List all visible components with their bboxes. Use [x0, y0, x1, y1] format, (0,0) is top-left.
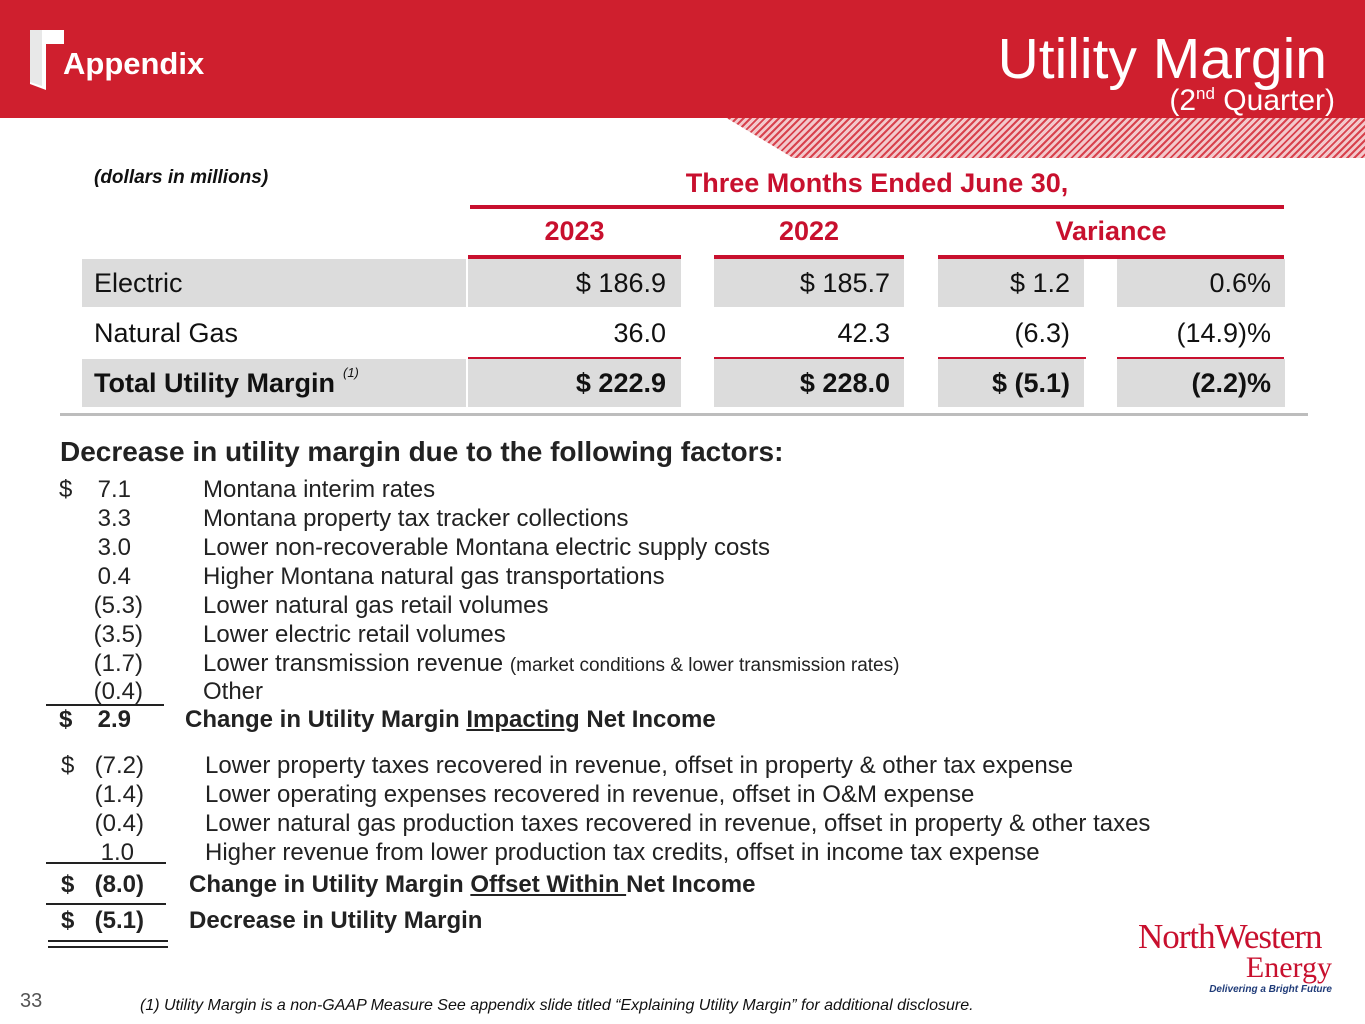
cell-variance-percent: (14.9)% [1176, 318, 1271, 348]
total-rule-2022 [714, 357, 904, 359]
logo-name: NorthWestern [1138, 917, 1322, 956]
subtotal-amount: (8.0) [94, 871, 144, 898]
footnote: (1) Utility Margin is a non-GAAP Measure… [140, 997, 974, 1014]
table-row: Electric $ 186.9 $ 185.7 $ 1.2 0.6% [82, 259, 1285, 307]
cell-variance-amount: (6.3) [1014, 318, 1070, 348]
currency-symbol: $ [61, 752, 75, 779]
factor-note: (market conditions & lower transmission … [509, 655, 900, 676]
factor-amount: (5.3) [93, 592, 143, 619]
factor-amount: (3.5) [93, 621, 143, 648]
subtotal-rule [46, 862, 166, 864]
factors-heading: Decrease in utility margin due to the fo… [60, 436, 784, 467]
subtotal-label: Change in Utility Margin Impacting Net I… [185, 706, 716, 733]
subtotal-amount: 2.9 [97, 706, 131, 733]
column-rule-variance [938, 255, 1284, 259]
cell-variance-percent: (2.2)% [1191, 368, 1271, 398]
factor-amount: 7.1 [97, 476, 131, 503]
total-rule-variance-amount [938, 357, 1086, 359]
column-header-2022: 2022 [778, 216, 840, 246]
double-rule-top [48, 940, 168, 942]
cell-2023: $ 186.9 [575, 268, 666, 298]
cell-2023: $ 222.9 [575, 368, 666, 398]
slide-subtitle: (2nd Quarter) [1169, 84, 1335, 117]
factor-description: Lower operating expenses recovered in re… [205, 781, 975, 808]
table-row: Natural Gas 36.0 42.3 (6.3) (14.9)% [82, 309, 1285, 357]
header-stripe-decoration [726, 118, 1365, 158]
cell-2022: $ 228.0 [799, 368, 890, 398]
factor-amount: 3.3 [97, 505, 131, 532]
factor-amount: 0.4 [97, 563, 131, 590]
factor-description: Other [203, 678, 264, 705]
column-rule-2023 [468, 255, 681, 259]
column-header-2023: 2023 [544, 216, 605, 246]
factor-description: Montana interim rates [203, 476, 436, 503]
row-label: Natural Gas [94, 318, 239, 348]
factor-description: Lower transmission revenue (market condi… [203, 650, 900, 677]
subtotal-rule [46, 704, 164, 706]
period-rule [470, 205, 1284, 209]
footnote-ref: (1) [343, 365, 359, 380]
factor-amount: 1.0 [100, 839, 134, 866]
units-note: (dollars in millions) [94, 167, 269, 188]
table-bottom-rule [60, 413, 1308, 416]
factor-description: Lower non-recoverable Montana electric s… [203, 534, 770, 561]
page-number: 33 [20, 990, 43, 1012]
period-header: Three Months Ended June 30, [685, 168, 1069, 198]
subtotal-label: Change in Utility Margin Offset Within N… [189, 871, 756, 898]
cell-variance-percent: 0.6% [1209, 268, 1271, 298]
factor-description: Higher Montana natural gas transportatio… [203, 563, 665, 590]
factor-description: Lower natural gas retail volumes [203, 592, 549, 619]
currency-symbol: $ [59, 476, 73, 503]
factor-amount: 3.0 [97, 534, 131, 561]
column-header-variance: Variance [1055, 216, 1167, 246]
total-rule-variance-percent [1117, 357, 1284, 359]
total-rule-2023 [468, 357, 681, 359]
cell-variance-amount: $ (5.1) [991, 368, 1070, 398]
factor-description: Higher revenue from lower production tax… [205, 839, 1040, 866]
row-label: Electric [94, 268, 183, 298]
double-rule-bottom [48, 946, 168, 948]
corner-logo-icon [30, 30, 64, 90]
logo-tagline: Delivering a Bright Future [1209, 984, 1332, 995]
factor-amount: (7.2) [94, 752, 144, 779]
cell-2022: $ 185.7 [799, 268, 890, 298]
cell-2023: 36.0 [613, 318, 666, 348]
factor-description: Montana property tax tracker collections [203, 505, 629, 532]
section-label: Appendix [63, 46, 205, 81]
factor-amount: (0.4) [93, 678, 143, 705]
factor-amount: (0.4) [94, 810, 144, 837]
factor-amount: (1.4) [94, 781, 144, 808]
company-logo: NorthWestern Energy Delivering a Bright … [1138, 917, 1338, 995]
total-label: Decrease in Utility Margin [189, 907, 483, 934]
factor-amount: (1.7) [93, 650, 143, 677]
factor-description: Lower electric retail volumes [203, 621, 506, 648]
total-amount: (5.1) [94, 907, 144, 934]
row-label: Total Utility Margin (1) [94, 365, 359, 398]
factor-description: Lower property taxes recovered in revenu… [205, 752, 1074, 779]
table-row-total: Total Utility Margin (1) $ 222.9 $ 228.0 … [82, 359, 1285, 407]
factor-description: Lower natural gas production taxes recov… [205, 810, 1151, 837]
slide-title: Utility Margin [997, 27, 1327, 91]
header-banner [0, 0, 1365, 118]
cell-variance-amount: $ 1.2 [1009, 268, 1070, 298]
total-rule [46, 903, 166, 905]
cell-2022: 42.3 [837, 318, 890, 348]
column-rule-2022 [714, 255, 904, 259]
logo-energy: Energy [1245, 951, 1332, 984]
